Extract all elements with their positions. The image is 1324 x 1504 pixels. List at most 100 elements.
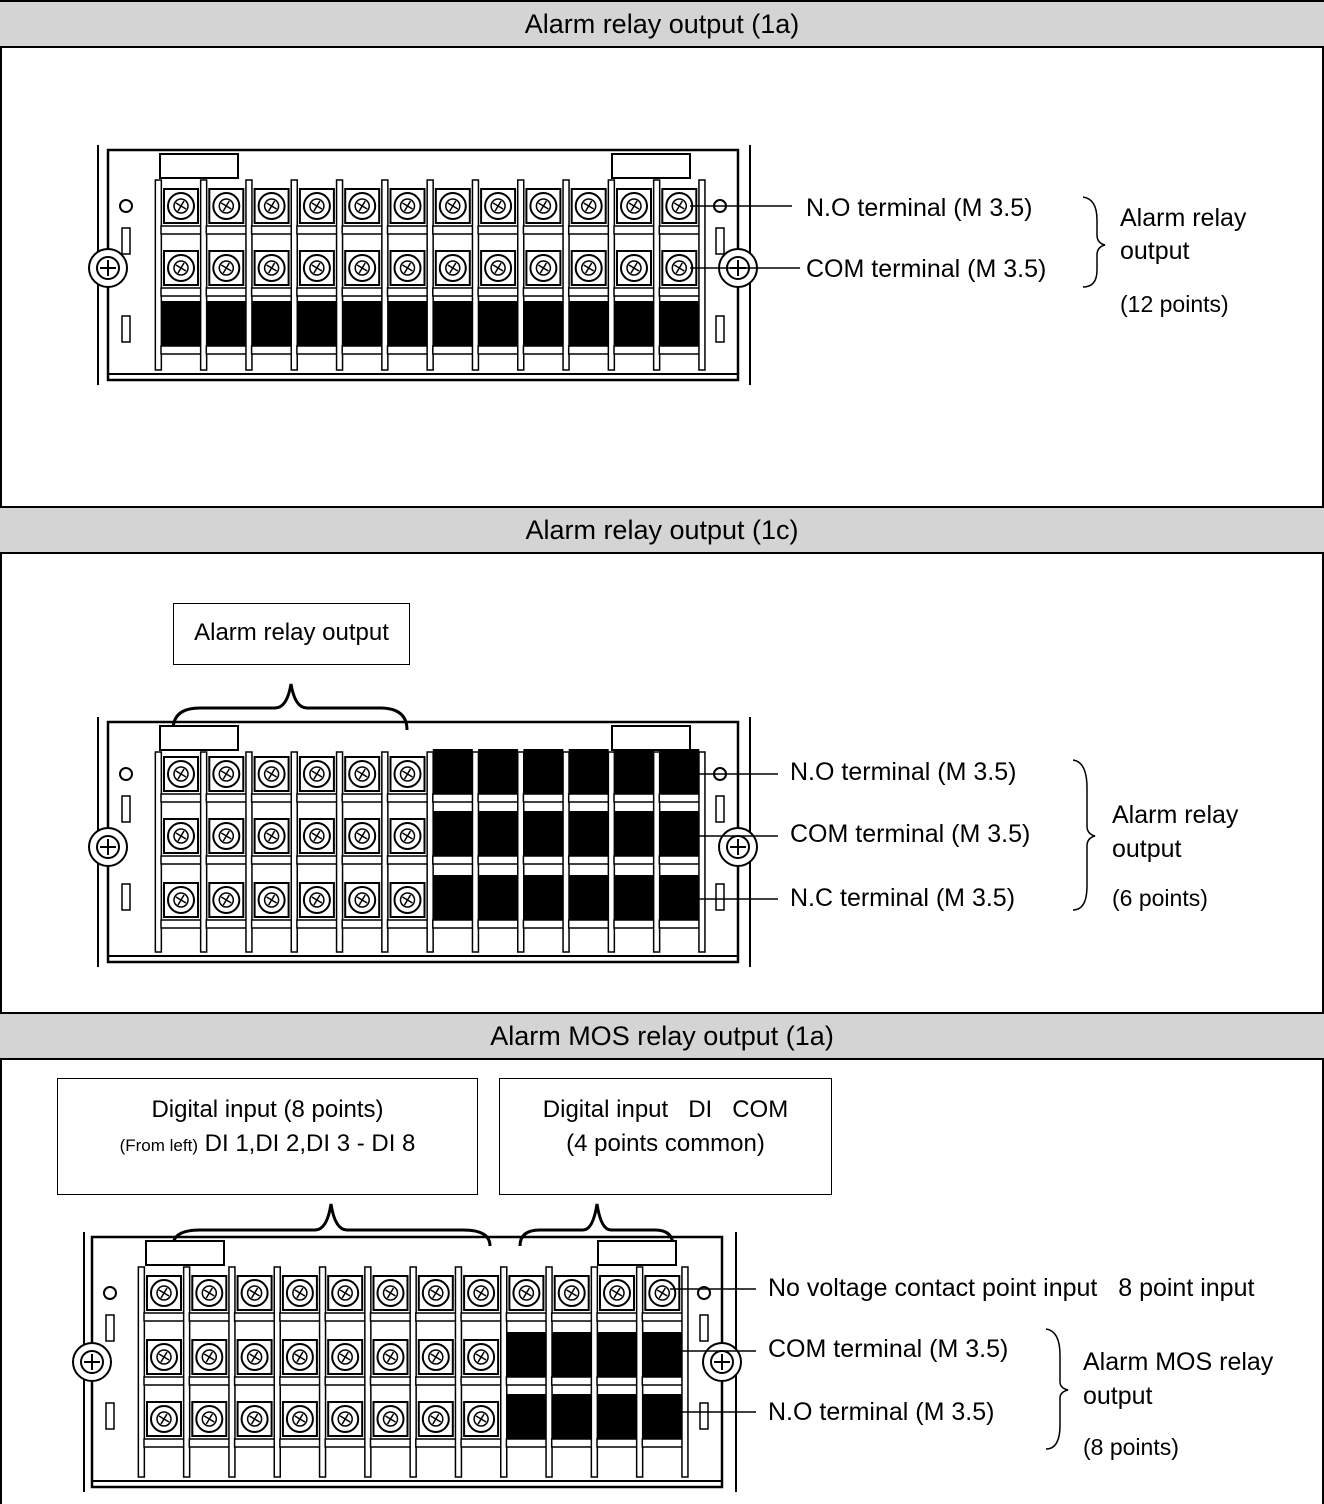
divider xyxy=(290,179,298,371)
screw-cross xyxy=(294,1287,306,1299)
com-terminal-callout: COM terminal (M 3.5) xyxy=(768,1335,1009,1363)
terminal-foot xyxy=(296,855,338,865)
screw-cross xyxy=(339,1287,351,1299)
screw-slot xyxy=(399,260,416,276)
screw-cross xyxy=(583,200,595,212)
terminal-foot xyxy=(386,855,429,865)
blank-cover xyxy=(614,875,654,927)
terminal-foot xyxy=(596,1438,638,1448)
screw-cross xyxy=(266,262,277,274)
terminal-foot xyxy=(341,793,383,803)
terminal-foot xyxy=(386,793,429,803)
group-label-points: (8 points) xyxy=(1083,1434,1179,1460)
blank-cover xyxy=(642,1332,683,1384)
terminal-column xyxy=(381,179,429,371)
terminal-foot xyxy=(613,345,655,355)
terminal-foot xyxy=(324,1438,366,1448)
screw-slot xyxy=(218,260,235,276)
divider xyxy=(273,1266,281,1478)
section-2-title: Alarm relay output (1c) xyxy=(0,506,1324,554)
screw-cross xyxy=(311,262,323,274)
divider xyxy=(454,1266,463,1478)
screw-cross xyxy=(220,768,232,780)
terminal-column xyxy=(590,1266,638,1478)
di-com-box: Digital input DI COM (4 points common) xyxy=(499,1078,832,1195)
terminal-foot xyxy=(432,287,474,297)
terminal-foot xyxy=(522,225,565,235)
screw-slot xyxy=(671,260,688,276)
terminal-foot xyxy=(613,793,655,803)
terminal-foot xyxy=(522,345,565,355)
blank-cover xyxy=(568,301,609,353)
screw-slot xyxy=(173,198,189,214)
terminal-foot xyxy=(415,1376,457,1386)
screw-slot xyxy=(490,198,506,214)
screw-cross xyxy=(311,200,323,212)
terminal-foot xyxy=(415,1312,457,1322)
blank-cover xyxy=(342,301,383,353)
group-brace xyxy=(1082,196,1106,288)
screw-slot xyxy=(399,828,416,844)
blank-cover xyxy=(614,811,654,863)
group-label-line1: Alarm relay xyxy=(1112,801,1239,829)
divider xyxy=(137,1266,146,1478)
screw-slot xyxy=(354,892,370,908)
blank-cover xyxy=(296,301,337,353)
terminal-column xyxy=(273,1266,321,1478)
mount-hole xyxy=(713,767,727,781)
terminal-foot xyxy=(432,345,474,355)
screw-slot xyxy=(292,1349,308,1365)
screw-cross xyxy=(430,1413,442,1425)
mount-slot xyxy=(699,1314,709,1342)
terminal-column xyxy=(318,1266,366,1478)
screw-cross xyxy=(430,1287,442,1299)
terminal-foot xyxy=(369,1312,412,1322)
screw-cross xyxy=(266,830,277,842)
terminal-column xyxy=(471,749,519,953)
terminal-foot xyxy=(279,1312,321,1322)
no-voltage-input-callout: No voltage contact point input 8 point i… xyxy=(768,1274,1255,1302)
terminal-foot xyxy=(160,345,202,355)
screw-cross xyxy=(611,1287,623,1299)
screw-cross xyxy=(402,768,413,780)
divider xyxy=(154,179,163,371)
group-label-line2: output xyxy=(1120,237,1190,265)
terminal-foot xyxy=(415,1438,457,1448)
screw-slot xyxy=(535,198,552,214)
terminal-column xyxy=(409,1266,457,1478)
screw-slot xyxy=(201,1349,218,1365)
mount-slot xyxy=(121,883,131,911)
terminal-foot xyxy=(205,345,248,355)
terminal-foot xyxy=(658,225,701,235)
terminal-foot xyxy=(386,919,429,929)
group-label-line2: output xyxy=(1112,835,1182,863)
mount-slot xyxy=(121,227,131,255)
terminal-foot xyxy=(188,1438,231,1448)
blank-cover xyxy=(506,1394,547,1446)
terminal-foot xyxy=(279,1438,321,1448)
screw-slot xyxy=(354,828,370,844)
divider xyxy=(154,751,163,953)
digital-input-box: Digital input (8 points) (From left) DI … xyxy=(57,1078,478,1195)
screw-slot xyxy=(580,260,597,276)
terminal-foot xyxy=(296,287,338,297)
blank-cover xyxy=(597,1394,637,1446)
terminal-foot xyxy=(567,287,610,297)
mount-slot xyxy=(715,883,725,911)
screw-slot xyxy=(382,1349,399,1365)
screw-cross xyxy=(402,200,413,212)
screw-cross xyxy=(475,1351,487,1363)
terminal-foot xyxy=(250,919,293,929)
screw-slot xyxy=(399,198,416,214)
terminal-foot xyxy=(460,1312,502,1322)
terminal-foot xyxy=(233,1312,276,1322)
terminal-foot xyxy=(386,287,429,297)
screw-cross xyxy=(402,262,413,274)
terminal-foot xyxy=(143,1438,185,1448)
screw-slot xyxy=(309,828,325,844)
terminal-foot xyxy=(522,919,565,929)
terminal-foot xyxy=(250,287,293,297)
fixing-screw-cross xyxy=(730,839,746,855)
terminal-foot xyxy=(567,345,610,355)
terminal-foot xyxy=(369,1438,412,1448)
